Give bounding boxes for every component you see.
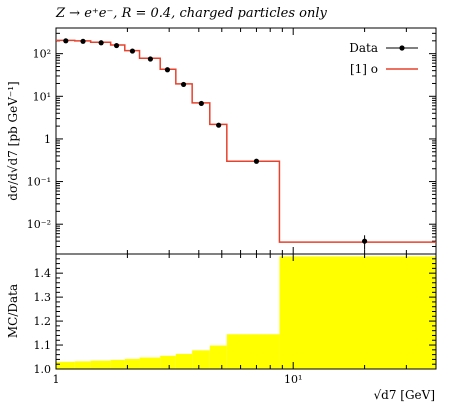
legend-label-data: Data <box>349 41 378 55</box>
data-point <box>198 100 204 107</box>
data-point <box>253 158 260 164</box>
legend: Data [1] o <box>349 41 418 76</box>
ratio-y-axis-label: MC/Data <box>6 284 20 338</box>
data-series <box>63 38 368 250</box>
ratio-y-tick-label: 1.4 <box>34 267 52 280</box>
data-point <box>129 48 136 54</box>
ratio-panel: 1.0 1.1 1.2 1.3 1.4 1 10¹ MC/Data <box>6 253 437 386</box>
y-tick-label: 10⁻² <box>27 218 51 231</box>
ratio-band-bin <box>110 359 125 369</box>
y-tick-label: 1 <box>44 133 51 146</box>
main-plot-frame <box>55 27 437 255</box>
y-tick-label: 10⁻¹ <box>27 176 51 189</box>
ratio-band-bin <box>56 361 75 369</box>
ratio-x-axis: 1 10¹ <box>53 254 437 386</box>
x-tick-label: 1 <box>53 373 60 386</box>
ratio-band-bin <box>279 256 436 369</box>
ratio-band <box>56 256 436 369</box>
ratio-band-bin <box>209 345 227 369</box>
main-x-ticks <box>55 28 437 254</box>
data-point <box>63 38 69 44</box>
data-point <box>180 81 187 88</box>
ratio-band-bin <box>90 360 111 369</box>
data-point <box>216 122 222 128</box>
legend-data-marker <box>399 45 405 51</box>
mc-series <box>56 39 436 243</box>
ratio-band-bin <box>124 358 140 369</box>
ratio-band-bin <box>160 355 176 369</box>
ratio-y-tick-label: 1.3 <box>34 291 52 304</box>
main-y-axis: 10⁻² 10⁻¹ 1 10¹ 10² <box>27 27 436 255</box>
chart-title: Z → e⁺e⁻, R = 0.4, charged particles onl… <box>55 6 327 21</box>
x-axis-label: √d7 [GeV] <box>374 388 436 402</box>
ratio-y-tick-label: 1.1 <box>34 339 52 352</box>
main-y-axis-label: dσ/d√d7 [pb GeV⁻¹] <box>6 81 20 200</box>
y-tick-label: 10¹ <box>33 90 51 103</box>
y-tick-label: 10² <box>33 48 51 61</box>
data-point <box>113 42 120 49</box>
ratio-y-axis: 1.0 1.1 1.2 1.3 1.4 <box>34 253 436 376</box>
data-point <box>98 40 104 46</box>
ratio-y-tick-label: 1.0 <box>34 363 52 376</box>
data-point <box>164 67 171 73</box>
ratio-y-tick-label: 1.2 <box>34 315 52 328</box>
ratio-band-bin <box>226 334 280 369</box>
data-point <box>80 38 86 44</box>
legend-label-mc: [1] o <box>350 62 378 76</box>
x-tick-label: 10¹ <box>284 373 302 386</box>
ratio-band-bin <box>192 350 210 369</box>
data-point <box>147 56 153 62</box>
ratio-band-bin <box>74 361 91 369</box>
main-panel: 10⁻² 10⁻¹ 1 10¹ 10² dσ/d√d7 [pb GeV⁻¹] Data … <box>6 27 437 255</box>
ratio-band-bin <box>175 353 193 369</box>
data-point <box>361 238 368 244</box>
mc-step-line <box>56 39 436 243</box>
ratio-band-bin <box>139 357 161 369</box>
